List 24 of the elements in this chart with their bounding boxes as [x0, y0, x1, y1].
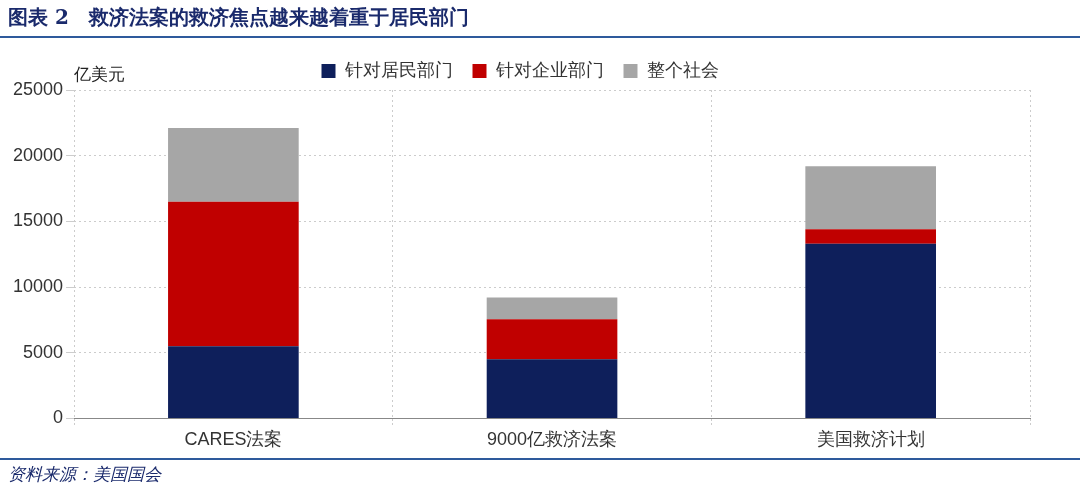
- bar: [486, 297, 618, 320]
- y-axis-title: 亿美元: [73, 63, 126, 84]
- y-tick-label: 15000: [12, 210, 64, 231]
- y-tick-label: 20000: [12, 144, 64, 165]
- bar: [805, 166, 936, 230]
- bar: [168, 346, 299, 418]
- bar: [486, 359, 618, 418]
- x-tick-label: CARES法案: [184, 429, 283, 450]
- y-tick-label: 25000: [12, 78, 64, 99]
- x-tick-label: 9000亿救济法案: [487, 429, 618, 450]
- text: 资料来源：美国国会: [8, 463, 161, 486]
- legend-label: 针对企业部门: [494, 59, 604, 80]
- bar: [168, 201, 299, 347]
- y-tick-label: 10000: [12, 276, 64, 297]
- bar: [486, 319, 618, 360]
- bar: [168, 128, 299, 202]
- legend-label: 针对居民部门: [343, 59, 453, 80]
- x-tick-label: 美国救济计划: [816, 429, 925, 450]
- legend-label: 整个社会: [646, 59, 719, 80]
- y-tick-label: 5000: [23, 341, 64, 362]
- chart-title: 图表 2 救济法案的救济焦点越来越着重于居民部门: [8, 4, 469, 31]
- bar: [805, 229, 936, 244]
- y-tick-label: 0: [53, 407, 64, 428]
- bar: [805, 243, 936, 418]
